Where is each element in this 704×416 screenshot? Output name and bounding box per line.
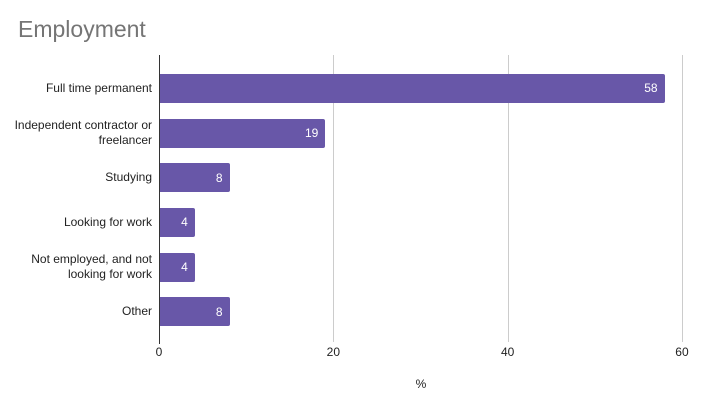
category-label-other: Other <box>121 304 152 319</box>
bar-value-label: 19 <box>304 126 319 141</box>
bar-full-time-permanent: 58 <box>160 73 665 103</box>
bar-value-label: 8 <box>215 170 223 185</box>
x-tick-label-40: 40 <box>500 345 515 359</box>
bar-value-label: 8 <box>215 304 223 319</box>
bar-studying: 8 <box>160 163 230 193</box>
x-tick-label-0: 0 <box>155 345 163 359</box>
bar-row-studying: 8 <box>160 155 697 200</box>
bar-other: 8 <box>160 297 230 327</box>
category-axis-labels: Full time permanent Independent contracto… <box>0 66 152 334</box>
bar-row-looking-for-work: 4 <box>160 200 697 245</box>
x-tick-label-20: 20 <box>326 345 341 359</box>
bar-independent-contractor-or-freelancer: 19 <box>160 118 326 148</box>
gridline-40 <box>507 55 509 342</box>
zero-axis-line <box>159 55 160 344</box>
bar-row-independent-contractor-or-freelancer: 19 <box>160 111 697 156</box>
x-axis-tick-labels: 0 20 40 60 <box>155 345 697 361</box>
bar-rows: 58 19 8 4 4 8 <box>160 66 697 334</box>
bar-value-label: 58 <box>644 81 658 96</box>
bar-value-label: 4 <box>181 215 188 230</box>
category-label-not-employed-and-not-looking-for-work: Not employed, and not looking for work <box>31 252 152 282</box>
bar-row-not-employed-and-not-looking-for-work: 4 <box>160 245 697 290</box>
bar-row-full-time-permanent: 58 <box>160 66 697 111</box>
bar-value-label: 4 <box>181 260 188 275</box>
gridline-60 <box>681 55 683 342</box>
bar-looking-for-work: 4 <box>160 207 195 237</box>
category-label-full-time-permanent: Full time permanent <box>45 80 152 95</box>
category-label-independent-contractor-or-freelancer: Independent contractor or freelancer <box>14 118 152 148</box>
bar-row-other: 8 <box>160 289 697 334</box>
chart-title: Employment <box>18 16 146 42</box>
bar-not-employed-and-not-looking-for-work: 4 <box>160 252 195 282</box>
category-label-studying: Studying <box>105 170 152 185</box>
plot-area: 58 19 8 4 4 8 <box>159 55 697 344</box>
x-tick-label-60: 60 <box>675 345 689 359</box>
x-axis-title: % <box>415 377 427 391</box>
category-label-looking-for-work: Looking for work <box>63 214 152 229</box>
gridline-20 <box>333 55 335 342</box>
